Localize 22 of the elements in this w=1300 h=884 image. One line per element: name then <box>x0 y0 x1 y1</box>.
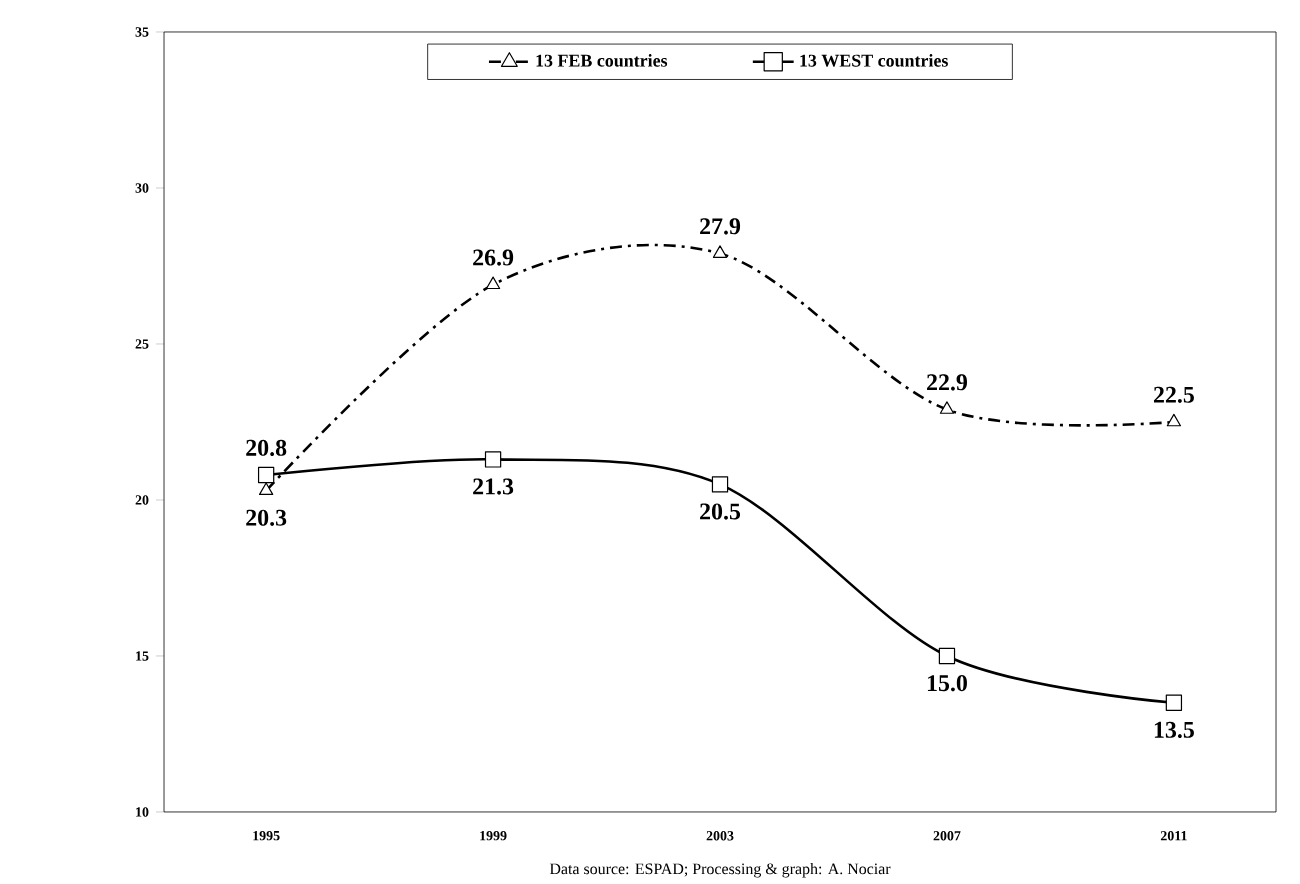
data-label: 13.5 <box>1154 721 1194 738</box>
point <box>484 451 502 468</box>
point <box>712 245 728 258</box>
point <box>939 401 955 414</box>
data-label: 20.5 <box>700 503 741 520</box>
point <box>1166 413 1182 427</box>
point <box>1165 694 1183 711</box>
point <box>257 466 275 484</box>
point <box>711 476 729 493</box>
point <box>938 647 956 665</box>
legend-label: 13 WEST countries <box>800 54 948 67</box>
point <box>258 482 274 495</box>
data-label: 22.5 <box>1153 386 1194 403</box>
data-label: 15.0 <box>927 675 967 692</box>
legend-label: 13 FEB countries <box>536 54 668 67</box>
data-label: 20.8 <box>246 439 287 456</box>
point <box>485 276 501 290</box>
data-label: 27.9 <box>700 218 741 235</box>
data-label: 26.9 <box>473 249 514 266</box>
data-label: 22.9 <box>927 374 968 391</box>
data-label: 20.3 <box>246 509 287 526</box>
data-label: 21.3 <box>473 478 514 495</box>
